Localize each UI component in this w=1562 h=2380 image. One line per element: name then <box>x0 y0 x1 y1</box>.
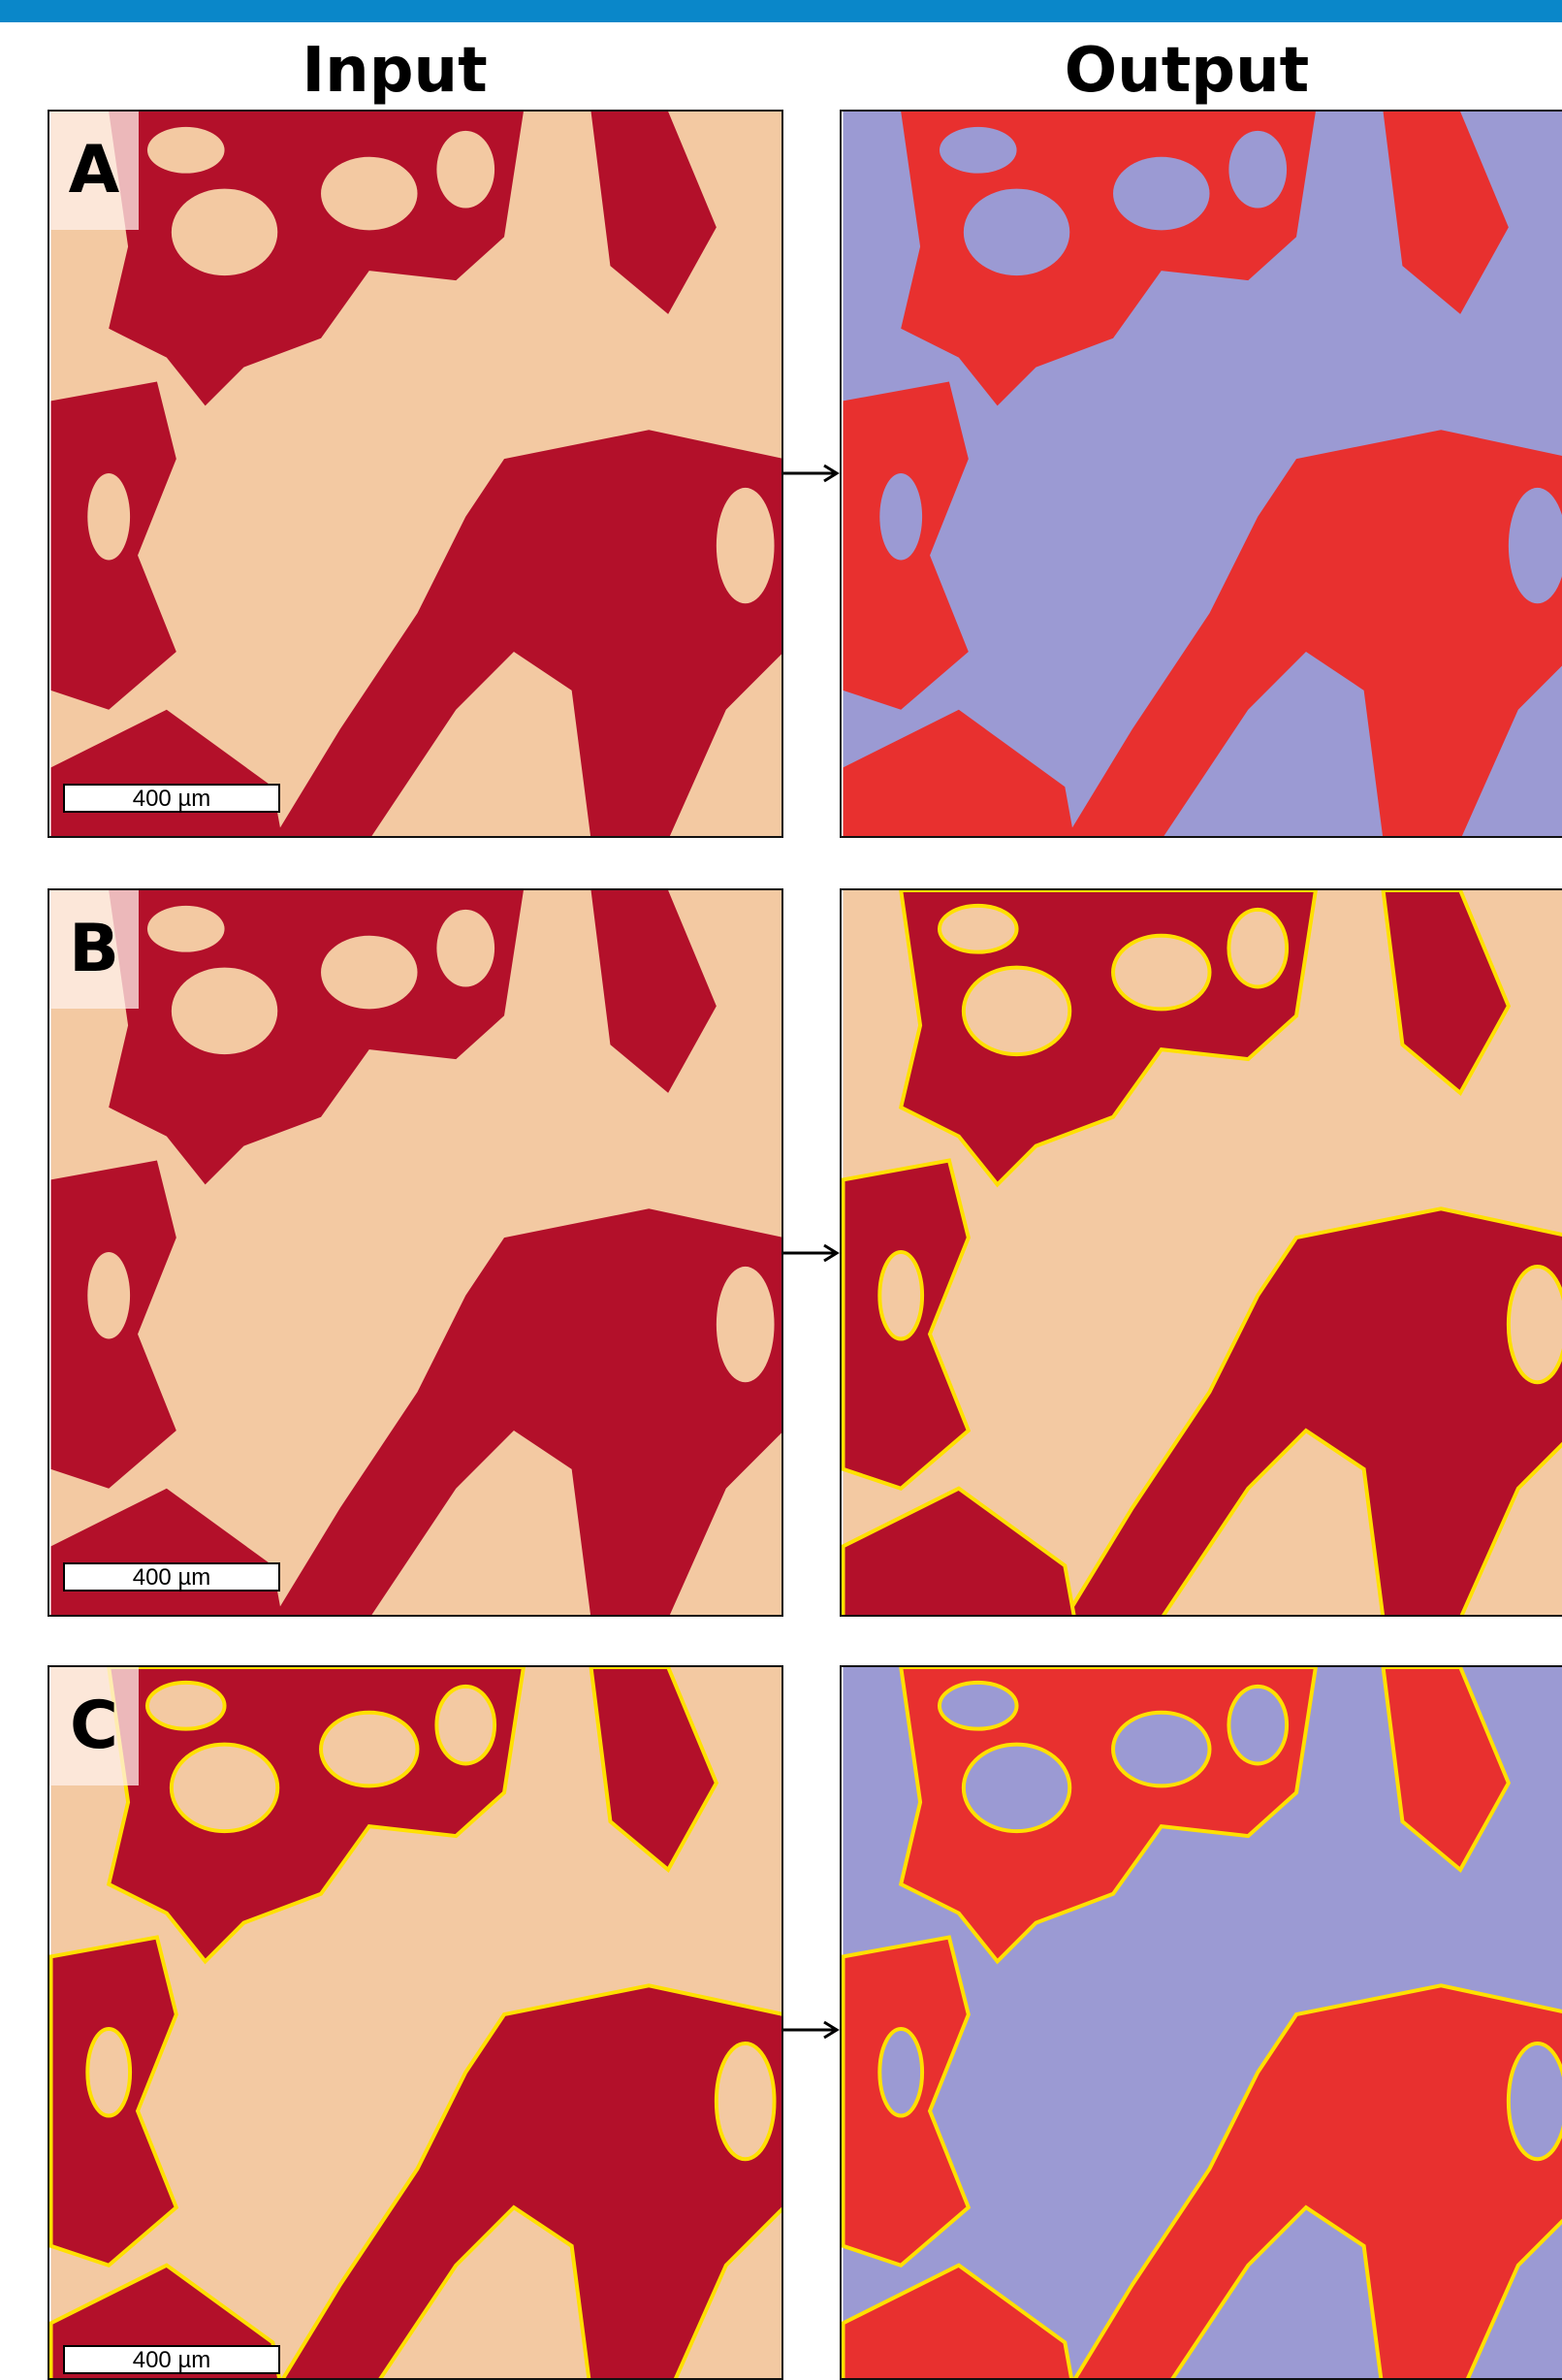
output-image <box>840 888 1562 1617</box>
tissue-image <box>842 890 1562 1617</box>
arrow <box>783 1243 840 1263</box>
arrow <box>783 464 840 483</box>
input-image: B 400 µm <box>48 888 783 1617</box>
scale-bar: 400 µm <box>63 1562 280 1592</box>
arrow <box>783 2020 840 2040</box>
figure-page: {"header": {"input": "Input", "output": … <box>0 0 1562 2380</box>
tissue-image <box>49 890 783 1617</box>
top-bar <box>0 0 1562 22</box>
column-title: Output <box>944 35 1429 107</box>
panel-label: A <box>49 112 139 230</box>
input-image: C 400 µm <box>48 1665 783 2380</box>
panel-label: B <box>49 890 139 1009</box>
scale-bar: 400 µm <box>63 2345 280 2374</box>
output-image <box>840 110 1562 838</box>
column-title: Input <box>152 35 637 107</box>
panel-label: C <box>49 1667 139 1785</box>
scale-bar: 400 µm <box>63 784 280 813</box>
tissue-image <box>49 112 783 838</box>
tissue-image <box>842 112 1562 838</box>
output-image <box>840 1665 1562 2380</box>
input-image: A 400 µm <box>48 110 783 838</box>
tissue-image <box>842 1667 1562 2380</box>
tissue-image <box>49 1667 783 2380</box>
